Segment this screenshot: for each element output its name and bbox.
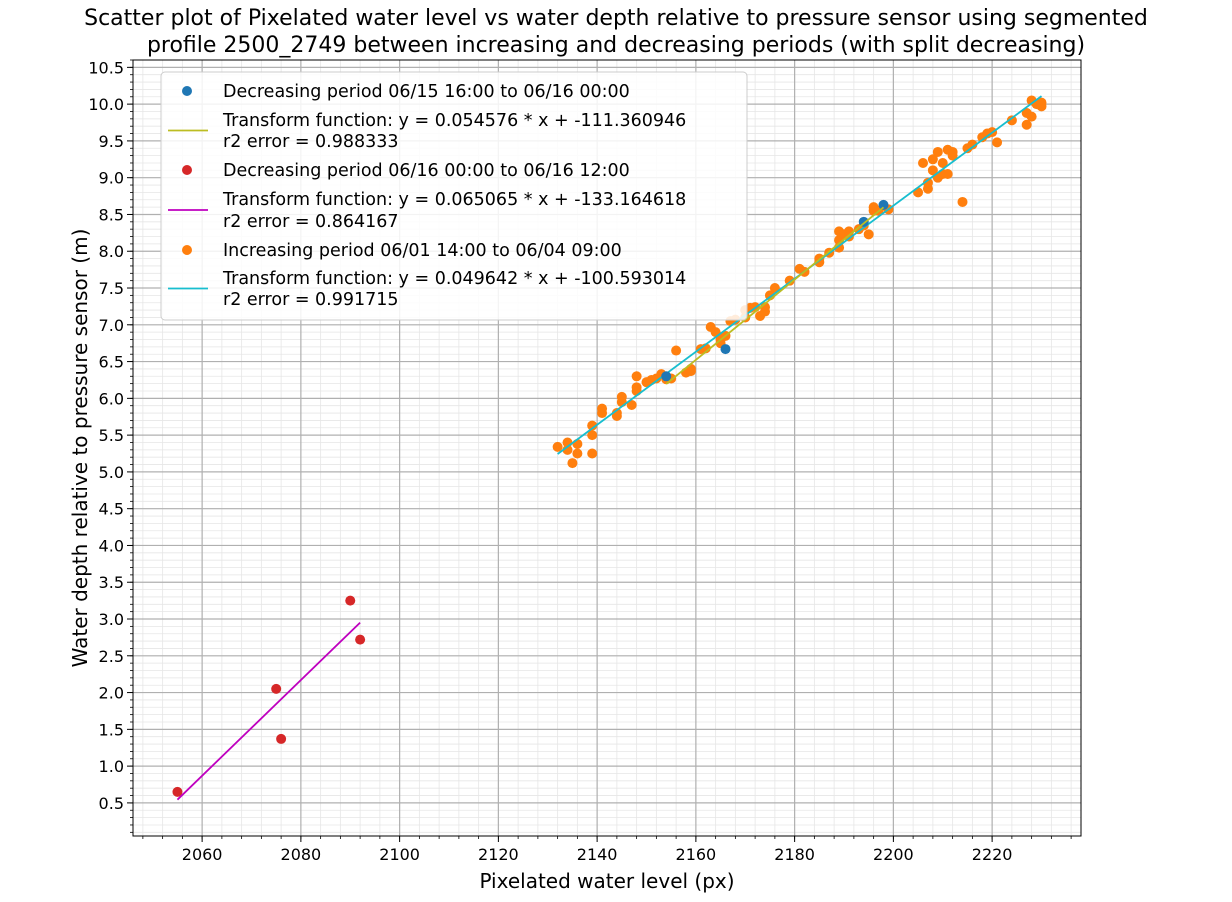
y-tick-label: 6.5 bbox=[99, 353, 124, 372]
data-point bbox=[345, 595, 356, 606]
plot-frame bbox=[132, 59, 1082, 837]
y-tick-label: 3.5 bbox=[99, 573, 124, 592]
legend-label: Decreasing period 06/15 16:00 to 06/16 0… bbox=[223, 82, 630, 102]
data-point bbox=[685, 363, 696, 374]
data-point bbox=[878, 199, 889, 210]
axis-ticks: 2060 2080 2100 2120 2140 2160 2180 2200 2220 0.5 1… bbox=[88, 58, 1072, 864]
legend-label: Transform function: y = 0.065065 * x + -… bbox=[222, 190, 686, 210]
data-point bbox=[572, 448, 583, 459]
legend: Decreasing period 06/15 16:00 to 06/16 0… bbox=[160, 71, 748, 321]
legend-label: Transform function: y = 0.054576 * x + -… bbox=[222, 111, 686, 131]
legend-label-line-2: r2 error = 0.991715 bbox=[223, 290, 399, 310]
chart-title-line-2: profile 2500_2749 between increasing and… bbox=[146, 33, 1086, 58]
legend-marker bbox=[182, 86, 192, 96]
legend-label-line-2: r2 error = 0.864167 bbox=[223, 212, 399, 232]
data-point bbox=[967, 139, 978, 150]
data-point bbox=[626, 399, 637, 410]
fit-line bbox=[176, 621, 361, 801]
y-tick-label: 10.5 bbox=[88, 58, 124, 77]
data-point bbox=[1036, 97, 1047, 108]
data-point bbox=[957, 196, 968, 207]
x-tick-label: 2120 bbox=[478, 845, 519, 864]
data-point bbox=[992, 137, 1003, 148]
data-point bbox=[922, 177, 933, 188]
y-tick-label: 5.5 bbox=[99, 426, 124, 445]
data-point bbox=[355, 634, 366, 645]
y-tick-label: 5.0 bbox=[99, 463, 124, 482]
data-point bbox=[937, 157, 948, 168]
x-tick-label: 2100 bbox=[379, 845, 420, 864]
data-point bbox=[597, 403, 608, 414]
data-point bbox=[587, 448, 598, 459]
data-point bbox=[587, 430, 598, 441]
y-tick-label: 2.5 bbox=[99, 647, 124, 666]
y-tick-label: 7.0 bbox=[99, 316, 124, 335]
data-point bbox=[942, 169, 953, 180]
data-point bbox=[932, 146, 943, 157]
data-point bbox=[863, 229, 874, 240]
fit-line bbox=[665, 206, 885, 385]
y-tick-label: 4.5 bbox=[99, 500, 124, 519]
y-tick-label: 2.0 bbox=[99, 684, 124, 703]
y-tick-label: 9.0 bbox=[99, 169, 124, 188]
data-point bbox=[562, 444, 573, 455]
x-tick-label: 2080 bbox=[281, 845, 322, 864]
x-tick-label: 2220 bbox=[972, 845, 1013, 864]
y-tick-label: 9.5 bbox=[99, 132, 124, 151]
legend-label: Increasing period 06/01 14:00 to 06/04 0… bbox=[223, 241, 622, 261]
data-point bbox=[918, 157, 928, 168]
x-axis-label: Pixelated water level (px) bbox=[479, 869, 734, 893]
data-point bbox=[587, 420, 598, 431]
legend-label: Decreasing period 06/16 00:00 to 06/16 1… bbox=[223, 161, 630, 181]
data-point bbox=[927, 154, 938, 165]
data-point bbox=[631, 371, 642, 382]
data-point bbox=[1006, 115, 1017, 126]
data-point bbox=[1026, 111, 1037, 122]
legend-label: Transform function: y = 0.049642 * x + -… bbox=[222, 269, 686, 289]
legend-marker bbox=[182, 245, 192, 255]
y-tick-label: 10.0 bbox=[88, 95, 124, 114]
data-point bbox=[947, 146, 958, 157]
x-tick-label: 2160 bbox=[676, 845, 717, 864]
x-tick-label: 2180 bbox=[774, 845, 815, 864]
plot-content bbox=[172, 95, 1047, 801]
legend-label-line-2: r2 error = 0.988333 bbox=[223, 132, 399, 152]
legend-marker bbox=[182, 165, 192, 175]
x-tick-label: 2140 bbox=[577, 845, 618, 864]
y-tick-label: 1.5 bbox=[99, 720, 124, 739]
chart-title-line-1: Scatter plot of Pixelated water level vs… bbox=[84, 6, 1148, 31]
data-point bbox=[720, 344, 731, 355]
data-point bbox=[172, 786, 183, 797]
data-point bbox=[276, 733, 287, 744]
data-point bbox=[271, 683, 282, 694]
x-tick-label: 2200 bbox=[873, 845, 914, 864]
data-point bbox=[552, 441, 563, 452]
x-tick-label: 2060 bbox=[182, 845, 223, 864]
data-point bbox=[1021, 119, 1032, 130]
y-tick-label: 1.0 bbox=[99, 757, 124, 776]
data-point bbox=[631, 382, 642, 393]
y-tick-label: 8.0 bbox=[99, 242, 124, 261]
y-axis-label: Water depth relative to pressure sensor … bbox=[68, 229, 92, 668]
data-point bbox=[671, 345, 682, 356]
y-tick-label: 7.5 bbox=[99, 279, 124, 298]
y-tick-label: 3.0 bbox=[99, 610, 124, 629]
data-point bbox=[567, 458, 578, 469]
data-point bbox=[661, 371, 672, 382]
legend-box bbox=[160, 71, 748, 321]
y-tick-label: 8.5 bbox=[99, 205, 124, 224]
y-tick-label: 0.5 bbox=[99, 794, 124, 813]
data-point bbox=[611, 408, 622, 419]
data-point bbox=[927, 165, 938, 176]
y-tick-label: 6.0 bbox=[99, 389, 124, 408]
data-point bbox=[616, 391, 627, 402]
y-tick-label: 4.0 bbox=[99, 536, 124, 555]
